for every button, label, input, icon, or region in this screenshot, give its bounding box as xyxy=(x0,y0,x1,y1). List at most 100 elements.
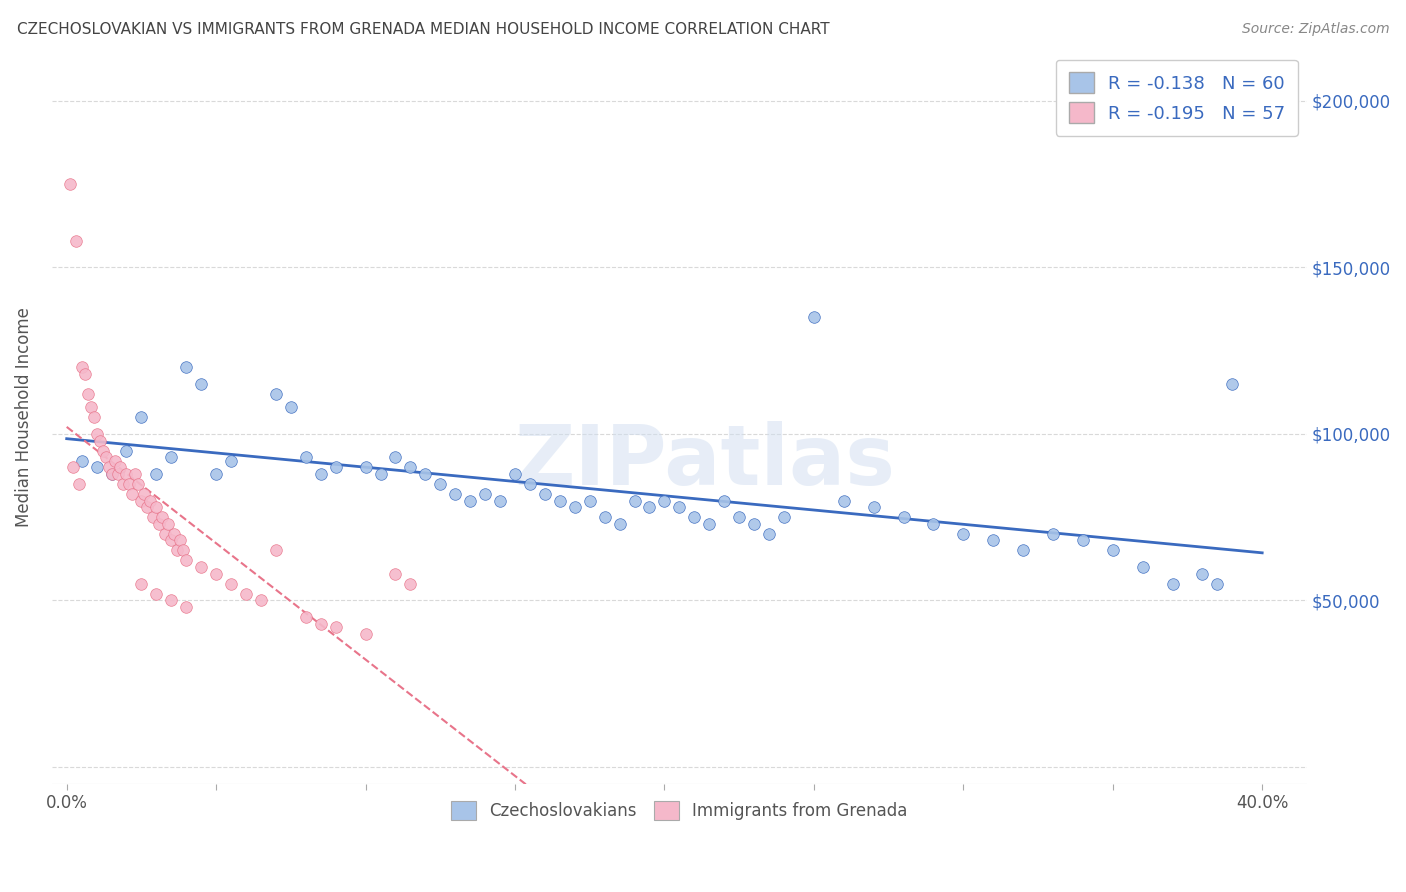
Point xyxy=(169,533,191,548)
Point xyxy=(157,516,180,531)
Point xyxy=(100,467,122,481)
Point xyxy=(136,500,159,515)
Point xyxy=(922,516,945,531)
Point xyxy=(548,493,571,508)
Point xyxy=(638,500,661,515)
Point xyxy=(1101,543,1123,558)
Point xyxy=(115,443,138,458)
Point xyxy=(174,600,197,615)
Point xyxy=(862,500,884,515)
Point xyxy=(145,587,167,601)
Point xyxy=(294,610,316,624)
Point xyxy=(578,493,600,508)
Point xyxy=(139,493,162,508)
Point xyxy=(70,360,93,375)
Point xyxy=(150,510,173,524)
Point xyxy=(62,460,84,475)
Point xyxy=(110,460,132,475)
Text: Source: ZipAtlas.com: Source: ZipAtlas.com xyxy=(1241,22,1389,37)
Point xyxy=(174,360,197,375)
Point xyxy=(70,453,93,467)
Point xyxy=(534,487,557,501)
Point xyxy=(294,450,316,465)
Point xyxy=(503,467,526,481)
Point xyxy=(190,560,212,574)
Point xyxy=(429,476,451,491)
Point xyxy=(354,460,377,475)
Point xyxy=(713,493,735,508)
Point xyxy=(325,620,347,634)
Point xyxy=(264,387,287,401)
Point xyxy=(131,493,153,508)
Point xyxy=(172,543,194,558)
Point xyxy=(803,310,825,325)
Point xyxy=(668,500,690,515)
Point xyxy=(728,510,751,524)
Point xyxy=(1220,376,1243,391)
Point xyxy=(174,553,197,567)
Point xyxy=(1012,543,1035,558)
Point xyxy=(131,576,153,591)
Point xyxy=(79,401,101,415)
Point xyxy=(489,493,512,508)
Point xyxy=(1132,560,1154,574)
Point xyxy=(163,526,186,541)
Point xyxy=(623,493,645,508)
Point xyxy=(205,566,228,581)
Point xyxy=(893,510,915,524)
Point xyxy=(370,467,392,481)
Point xyxy=(76,387,98,401)
Point xyxy=(145,500,167,515)
Point xyxy=(250,593,273,607)
Point xyxy=(97,460,120,475)
Point xyxy=(121,487,143,501)
Point xyxy=(148,516,170,531)
Point xyxy=(519,476,541,491)
Point xyxy=(384,450,406,465)
Point xyxy=(94,450,117,465)
Point xyxy=(1161,576,1184,591)
Point xyxy=(593,510,616,524)
Point xyxy=(609,516,631,531)
Point xyxy=(952,526,974,541)
Point xyxy=(160,450,183,465)
Point xyxy=(86,460,108,475)
Point xyxy=(1191,566,1213,581)
Point xyxy=(160,533,183,548)
Point xyxy=(219,453,242,467)
Point xyxy=(384,566,406,581)
Point xyxy=(112,476,135,491)
Point xyxy=(832,493,855,508)
Point xyxy=(107,467,129,481)
Point xyxy=(564,500,586,515)
Point xyxy=(444,487,467,501)
Point xyxy=(683,510,706,524)
Point xyxy=(118,476,141,491)
Point xyxy=(235,587,257,601)
Point xyxy=(325,460,347,475)
Point xyxy=(83,410,105,425)
Point xyxy=(145,467,167,481)
Point xyxy=(474,487,496,501)
Point xyxy=(190,376,212,391)
Point xyxy=(399,460,422,475)
Point xyxy=(67,476,90,491)
Point xyxy=(981,533,1004,548)
Point xyxy=(1206,576,1229,591)
Point xyxy=(1071,533,1094,548)
Point xyxy=(73,367,96,381)
Point xyxy=(399,576,422,591)
Point xyxy=(697,516,720,531)
Y-axis label: Median Household Income: Median Household Income xyxy=(15,307,32,527)
Point xyxy=(219,576,242,591)
Point xyxy=(354,627,377,641)
Point xyxy=(124,467,146,481)
Point xyxy=(59,177,82,191)
Legend: Czechoslovakians, Immigrants from Grenada: Czechoslovakians, Immigrants from Grenad… xyxy=(444,795,914,827)
Text: CZECHOSLOVAKIAN VS IMMIGRANTS FROM GRENADA MEDIAN HOUSEHOLD INCOME CORRELATION C: CZECHOSLOVAKIAN VS IMMIGRANTS FROM GRENA… xyxy=(17,22,830,37)
Point xyxy=(91,443,114,458)
Point xyxy=(458,493,481,508)
Point xyxy=(155,526,177,541)
Point xyxy=(166,543,188,558)
Point xyxy=(415,467,437,481)
